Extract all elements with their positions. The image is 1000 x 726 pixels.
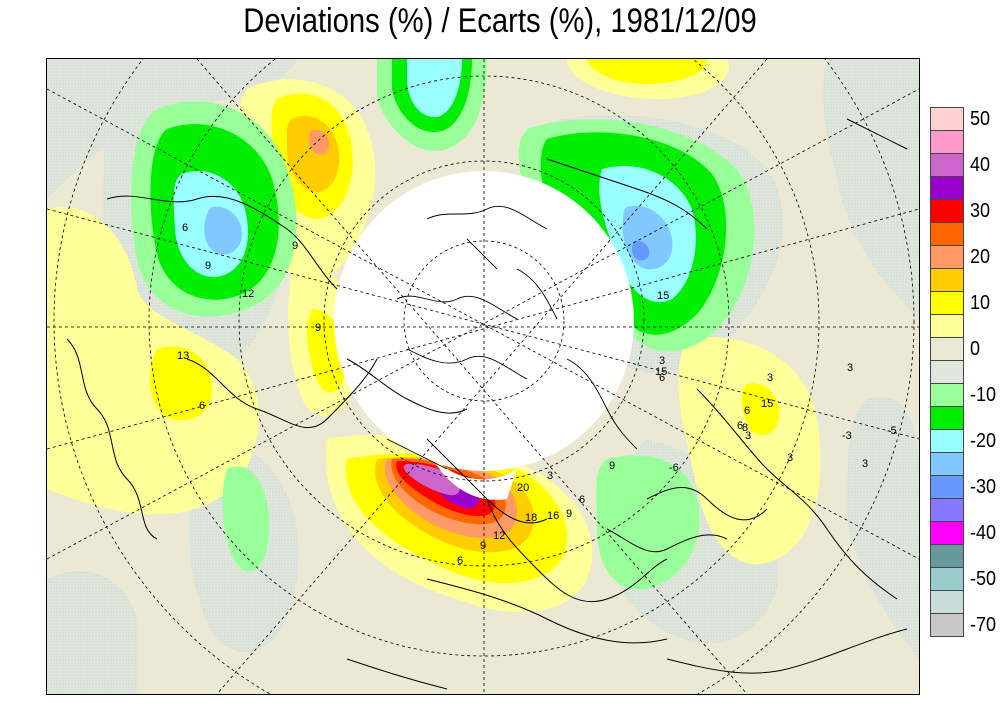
legend-swatch <box>930 107 964 131</box>
contour-label: 9 <box>480 540 486 552</box>
contour-label: 3 <box>862 458 868 470</box>
contour-label: 9 <box>566 508 572 520</box>
positive-45-areas <box>403 463 460 496</box>
contour-label: 9 <box>609 460 615 472</box>
contour-label: 3 <box>847 362 853 374</box>
legend-swatch <box>930 544 964 568</box>
legend-tick-label: 10 <box>970 292 991 314</box>
legend-swatch <box>930 475 964 499</box>
contour-label: 3 <box>547 470 553 482</box>
contour-label: 6 <box>182 222 188 234</box>
contour-label: 8 <box>742 422 748 434</box>
legend-swatch <box>930 521 964 545</box>
legend-swatch <box>930 406 964 430</box>
contour-label: -3 <box>842 430 852 442</box>
contour-label: 9 <box>205 260 211 272</box>
legend-swatch <box>930 429 964 453</box>
contour-label: 15 <box>657 290 669 302</box>
legend-tick-label: 0 <box>970 338 981 360</box>
ozone-deviation-map: 6 9 12 15 9 13 6 9 6 15 6 3 6 9 15 8 3 -… <box>46 58 920 695</box>
legend-swatch <box>930 452 964 476</box>
legend-swatch <box>930 153 964 177</box>
legend-swatch <box>930 268 964 292</box>
legend-swatch <box>930 314 964 338</box>
contour-label: 3 <box>745 430 751 442</box>
contour-label: 3 <box>659 355 665 367</box>
contour-label: 15 <box>761 398 773 410</box>
legend-swatch <box>930 567 964 591</box>
coastlines <box>66 118 908 690</box>
contour-label: 6 <box>579 494 585 506</box>
legend-swatch <box>930 199 964 223</box>
legend-tick-label: -30 <box>970 476 997 498</box>
legend-tick-label: -40 <box>970 522 997 544</box>
legend-swatch <box>930 613 964 637</box>
graticule <box>47 59 919 694</box>
legend-swatch <box>930 130 964 154</box>
contour-label: 15 <box>655 366 667 378</box>
contour-label: 9 <box>292 240 298 252</box>
legend-swatch <box>930 245 964 269</box>
contour-label: 6 <box>457 555 463 567</box>
arctic-coastlines <box>386 205 638 470</box>
legend-swatch <box>930 291 964 315</box>
contour-label: 3 <box>787 452 793 464</box>
contour-label: 6 <box>737 420 743 432</box>
map-canvas: 6 9 12 15 9 13 6 9 6 15 6 3 6 9 15 8 3 -… <box>47 59 919 694</box>
color-legend <box>930 107 964 637</box>
legend-tick-label: 20 <box>970 246 991 268</box>
contour-label: -6 <box>669 462 679 474</box>
contour-labels: 6 9 12 15 9 13 6 9 6 15 6 3 6 9 15 8 3 -… <box>177 222 897 567</box>
legend-tick-label: -20 <box>970 430 997 452</box>
contour-label: 18 <box>525 512 537 524</box>
polar-no-data-region <box>334 171 634 471</box>
contour-label: 12 <box>493 530 505 542</box>
contour-label: 6 <box>659 372 665 384</box>
negative-30-areas <box>632 240 650 261</box>
legend-swatch <box>930 176 964 200</box>
legend-swatch <box>930 383 964 407</box>
legend-swatch <box>930 360 964 384</box>
legend-tick-label: -10 <box>970 384 997 406</box>
legend-tick-label: 40 <box>970 154 991 176</box>
map-title: Deviations (%) / Ecarts (%), 1981/12/09 <box>243 2 757 40</box>
legend-swatch <box>930 590 964 614</box>
legend-tick-label: -70 <box>970 614 997 636</box>
contour-label: 13 <box>177 350 189 362</box>
legend-swatch <box>930 498 964 522</box>
contour-label: 6 <box>199 400 205 412</box>
legend-tick-label: 30 <box>970 200 991 222</box>
legend-tick-label: -50 <box>970 568 997 590</box>
contour-label: -5 <box>887 425 897 437</box>
legend-tick-label: 50 <box>970 108 991 130</box>
contour-label: 20 <box>517 482 529 494</box>
contour-label: 12 <box>242 288 254 300</box>
legend-swatch <box>930 222 964 246</box>
contour-label: 16 <box>547 510 559 522</box>
polar-no-data-extension <box>427 449 517 500</box>
contour-label: 6 <box>744 405 750 417</box>
contour-label: 3 <box>767 372 773 384</box>
contour-label: 9 <box>315 322 321 334</box>
legend-swatch <box>930 337 964 361</box>
